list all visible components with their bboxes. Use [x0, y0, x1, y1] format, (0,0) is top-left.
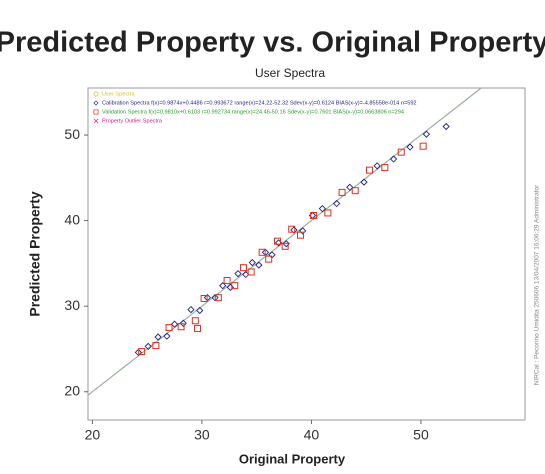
point [419, 142, 427, 150]
x-tick-label: 50 [413, 427, 429, 443]
chart-subtitle: User Spectra [255, 66, 325, 80]
point [381, 164, 389, 172]
legend-label: Calibration Spectra f(x)=0.9874x+0.4486 … [102, 100, 417, 106]
point [138, 348, 146, 356]
point [170, 320, 179, 328]
point [290, 226, 298, 234]
point [338, 188, 346, 196]
point [240, 264, 248, 272]
side-note: NIRCal : Pecorino Umidita 250606 13/04/2… [534, 184, 541, 385]
point [223, 277, 231, 285]
legend-label: User Spectra [102, 91, 136, 97]
point [196, 306, 204, 315]
point [422, 130, 431, 138]
point [231, 282, 239, 290]
point [318, 205, 327, 213]
point [351, 187, 359, 195]
y-tick-label: 40 [64, 211, 80, 227]
y-tick-label: 20 [64, 382, 80, 398]
point [248, 258, 256, 267]
point [179, 319, 187, 327]
point [442, 122, 450, 131]
point [191, 317, 199, 325]
point [258, 248, 266, 256]
point [332, 199, 341, 208]
point [288, 225, 296, 233]
y-tick-label: 50 [64, 126, 80, 142]
point [219, 282, 227, 290]
point [373, 162, 381, 170]
point [177, 323, 185, 331]
point [360, 178, 368, 186]
chart-title: Predicted Property vs. Original Property [0, 27, 545, 59]
point [154, 333, 162, 341]
point [406, 143, 414, 151]
y-tick-label: 30 [64, 297, 80, 313]
point [281, 242, 289, 250]
legend-marker [93, 91, 99, 97]
point [365, 166, 373, 174]
plot-frame [87, 87, 526, 421]
legend-marker [93, 100, 99, 106]
point [265, 255, 273, 263]
point [247, 268, 255, 276]
point [163, 332, 171, 340]
y-axis-label: Predicted Property [27, 191, 43, 316]
point [273, 237, 281, 245]
point [346, 183, 354, 191]
point [299, 227, 307, 235]
x-tick-label: 40 [304, 427, 320, 443]
point [255, 261, 263, 269]
x-tick-label: 30 [194, 427, 210, 443]
diagonal-line [87, 87, 482, 396]
point [134, 348, 143, 357]
point [194, 324, 202, 332]
legend-marker [93, 118, 99, 124]
point [152, 342, 160, 350]
point [234, 270, 242, 278]
point [324, 209, 332, 217]
x-tick-label: 20 [85, 427, 101, 443]
point [200, 294, 208, 302]
legend-label: Validation Spectra f(x)=0.9810x+0.6103 r… [102, 109, 404, 115]
point [214, 294, 222, 302]
legend-marker [93, 109, 99, 115]
point [282, 240, 290, 248]
point [165, 324, 173, 332]
point [397, 148, 405, 156]
point [389, 155, 398, 163]
legend-label: Property Outlier Spectra [102, 118, 163, 124]
point [310, 211, 318, 219]
point [144, 342, 152, 351]
point [226, 283, 235, 292]
point [296, 231, 304, 239]
point [187, 305, 195, 314]
x-axis-label: Original Property [239, 451, 346, 466]
